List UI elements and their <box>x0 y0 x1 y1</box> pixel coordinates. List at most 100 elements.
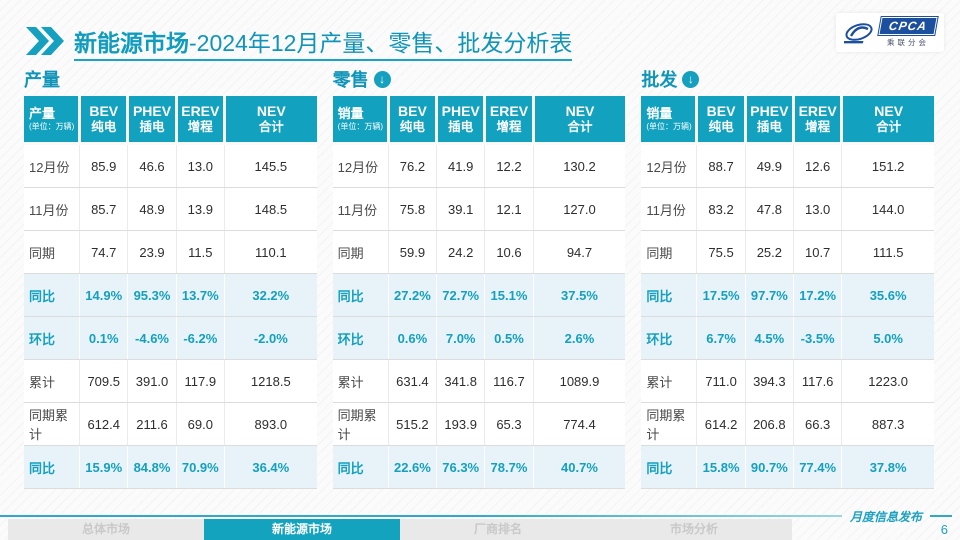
table-row: 同比 15.8% 90.7% 77.4% 37.8% <box>641 445 935 489</box>
table-row: 同比 15.9% 84.8% 70.9% 36.4% <box>24 445 317 489</box>
column-header-cn: 插电 <box>139 119 165 134</box>
cell-value: 13.9 <box>175 187 225 231</box>
cell-value: 1223.0 <box>841 359 935 403</box>
table-row: 同期 75.5 25.2 10.7 111.5 <box>641 230 935 274</box>
footer-rule: 月度信息发布 <box>0 509 960 524</box>
row-label: 12月份 <box>332 143 389 188</box>
table-row: 同比 17.5% 97.7% 17.2% 35.6% <box>641 273 935 317</box>
cell-value: 46.6 <box>127 143 177 188</box>
column-header-cn: 插电 <box>756 119 782 134</box>
column-header: BEV 纯电 <box>78 96 128 145</box>
column-header-en: NEV <box>874 103 904 120</box>
cell-value: 76.3% <box>436 445 485 489</box>
cell-value: 85.7 <box>79 187 128 231</box>
column-header-en: PHEV <box>132 103 172 120</box>
cell-value: 893.0 <box>223 402 317 446</box>
cell-value: 17.2% <box>792 273 842 317</box>
cell-value: 394.3 <box>744 359 794 403</box>
column-header-en: BEV <box>89 103 119 120</box>
row-label: 11月份 <box>24 187 80 231</box>
table-row: 同期累计 612.4 211.6 69.0 893.0 <box>24 402 317 446</box>
cell-value: 37.8% <box>841 445 935 489</box>
data-table: 销量 (单位：万辆) BEV 纯电 PHEV 插电 EREV 增程 NEV 合计 12月份 88.7 4… <box>641 96 935 489</box>
row-label: 12月份 <box>24 143 80 188</box>
cell-value: 887.3 <box>841 402 935 446</box>
table-row: 11月份 83.2 47.8 13.0 144.0 <box>641 187 935 231</box>
cell-value: -2.0% <box>223 316 317 360</box>
cell-value: 12.1 <box>484 187 534 231</box>
column-header: EREV 增程 <box>174 96 225 145</box>
column-header-en: BEV <box>706 103 736 120</box>
cell-value: 2.6% <box>532 316 626 360</box>
cell-value: 75.5 <box>696 230 746 274</box>
unit-header-cell: 销量 (单位：万辆) <box>641 96 697 145</box>
column-header: BEV 纯电 <box>695 96 746 145</box>
tab-2[interactable]: 新能源市场 <box>204 519 400 540</box>
cell-value: 10.7 <box>792 230 842 274</box>
cell-value: 36.4% <box>223 445 317 489</box>
footer-rule-line <box>0 515 842 517</box>
row-label: 同期累计 <box>641 402 697 446</box>
column-header-en: NEV <box>256 103 286 120</box>
cell-value: 84.8% <box>127 445 177 489</box>
row-label: 同期累计 <box>332 402 389 446</box>
page-header: 新能源市场-2024年12月产量、零售、批发分析表 <box>26 24 573 61</box>
cell-value: 211.6 <box>127 402 177 446</box>
unit-note: (单位：万辆) <box>646 122 692 131</box>
cell-value: 47.8 <box>744 187 794 231</box>
table-row: 11月份 75.8 39.1 12.1 127.0 <box>332 187 626 231</box>
column-header: BEV 纯电 <box>386 96 437 145</box>
cell-value: 515.2 <box>387 402 437 446</box>
cell-value: 612.4 <box>79 402 128 446</box>
row-label: 11月份 <box>332 187 389 231</box>
row-label: 环比 <box>24 316 80 360</box>
column-header: PHEV 插电 <box>743 96 794 145</box>
tab-4[interactable]: 市场分析 <box>669 522 718 536</box>
cell-value: 77.4% <box>792 445 842 489</box>
unit-label: 销量 <box>337 106 364 122</box>
cell-value: 49.9 <box>744 143 794 188</box>
table-row: 同比 22.6% 76.3% 78.7% 40.7% <box>332 445 626 489</box>
cell-value: 7.0% <box>436 316 485 360</box>
cell-value: 40.7% <box>532 445 626 489</box>
table-section-3: 批发 ↓ 销量 (单位：万辆) BEV 纯电 PHEV 插电 EREV 增程 NEV 合计 12月份 88… <box>641 66 935 489</box>
cpca-logo-text-block: CPCA 乘联分会 <box>877 16 939 48</box>
cell-value: 193.9 <box>436 402 485 446</box>
row-label: 环比 <box>332 316 389 360</box>
column-header-en: BEV <box>398 103 427 120</box>
cpca-logo: CPCA 乘联分会 <box>835 13 944 52</box>
row-label: 同期 <box>24 230 80 274</box>
cell-value: 6.7% <box>696 316 746 360</box>
column-header: EREV 增程 <box>483 96 534 145</box>
table-row: 累计 709.5 391.0 117.9 1218.5 <box>24 359 317 403</box>
cell-value: 65.3 <box>484 402 534 446</box>
row-label: 11月份 <box>641 187 697 231</box>
section-header: 批发 ↓ <box>641 66 934 92</box>
table-row: 12月份 88.7 49.9 12.6 151.2 <box>641 143 935 188</box>
cell-value: 631.4 <box>387 359 437 403</box>
column-header-cn: 纯电 <box>91 119 117 134</box>
cell-value: 5.0% <box>841 316 935 360</box>
cell-value: 13.0 <box>792 187 842 231</box>
data-table: 产量 (单位：万辆) BEV 纯电 PHEV 插电 EREV 增程 NEV 合计 12月份 85.9 4… <box>24 96 317 489</box>
bottom-tab-bar: 总体市场 新能源市场 厂商排名 市场分析 <box>8 519 792 540</box>
cell-value: 59.9 <box>387 230 437 274</box>
row-label: 同比 <box>24 273 80 317</box>
tab-1[interactable]: 总体市场 <box>81 522 130 536</box>
cpca-emblem-icon <box>843 22 873 43</box>
column-header-cn: 增程 <box>187 119 213 134</box>
cell-value: 13.0 <box>175 143 225 188</box>
section-header: 零售 ↓ <box>333 66 626 92</box>
cell-value: 206.8 <box>744 402 794 446</box>
cpca-logo-subtext: 乘联分会 <box>886 38 929 47</box>
column-header-en: PHEV <box>750 103 789 120</box>
row-label: 环比 <box>641 316 697 360</box>
column-header: PHEV 插电 <box>435 96 485 145</box>
unit-label: 产量 <box>29 106 56 122</box>
column-header-en: PHEV <box>441 103 480 120</box>
cell-value: 48.9 <box>127 187 177 231</box>
unit-header-cell: 产量 (单位：万辆) <box>24 96 80 145</box>
table-row: 同期累计 515.2 193.9 65.3 774.4 <box>332 402 626 446</box>
down-arrow-icon: ↓ <box>682 70 700 88</box>
tab-3[interactable]: 厂商排名 <box>473 522 522 536</box>
